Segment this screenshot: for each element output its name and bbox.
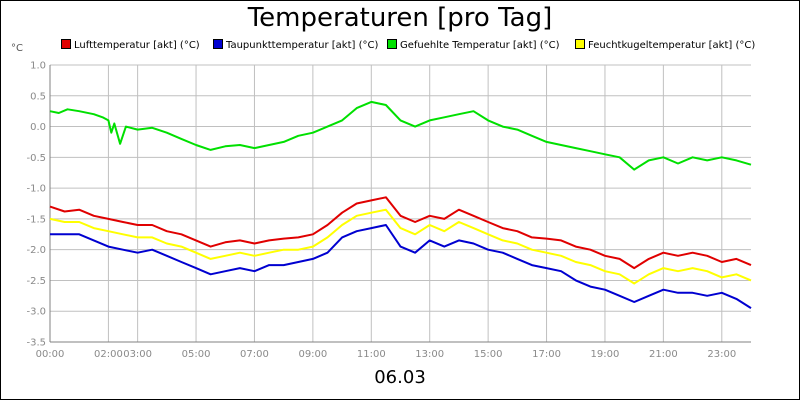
y-tick-label: -2.0: [26, 245, 46, 256]
x-tick-label: 00:00: [36, 349, 65, 360]
legend-swatch: [575, 39, 585, 49]
legend-swatch: [213, 39, 223, 49]
chart-title: Temperaturen [pro Tag]: [247, 3, 553, 33]
y-tick-label: -1.0: [26, 184, 46, 195]
x-tick-label: 05:00: [182, 349, 211, 360]
x-axis-date-label: 06.03: [374, 367, 426, 388]
series-line: [49, 100, 752, 171]
series-line: [49, 208, 752, 285]
y-tick-label: -1.5: [26, 214, 46, 225]
x-tick-label: 07:00: [240, 349, 269, 360]
legend-label: Feuchtkugeltemperatur [akt] (°C): [588, 40, 756, 51]
x-tick-label: 19:00: [591, 349, 620, 360]
legend-item: Lufttemperatur [akt] (°C): [61, 39, 200, 51]
y-tick-label: -2.5: [26, 276, 46, 287]
y-tick-label: -3.0: [26, 307, 46, 318]
x-tick-label: 09:00: [298, 349, 327, 360]
legend-label: Lufttemperatur [akt] (°C): [74, 40, 200, 51]
legend-swatch: [61, 39, 71, 49]
legend-swatch: [387, 39, 397, 49]
series-line: [49, 196, 752, 270]
x-tick-label: 23:00: [707, 349, 736, 360]
x-tick-label: 02:00: [94, 349, 123, 360]
legend-label: Taupunkttemperatur [akt] (°C): [226, 40, 379, 51]
legend-item: Feuchtkugeltemperatur [akt] (°C): [575, 39, 755, 51]
legend-item: Gefuehlte Temperatur [akt] (°C): [387, 39, 559, 51]
y-tick-label: -3.5: [26, 338, 46, 349]
y-tick-label: 1.0: [30, 61, 46, 72]
x-tick-label: 03:00: [123, 349, 152, 360]
x-tick-label: 15:00: [474, 349, 503, 360]
legend-label: Gefuehlte Temperatur [akt] (°C): [400, 40, 560, 51]
y-axis-unit: °C: [11, 43, 23, 54]
y-tick-label: 0.5: [30, 91, 46, 102]
legend-item: Taupunkttemperatur [akt] (°C): [213, 39, 378, 51]
y-tick-label: -0.5: [26, 153, 46, 164]
x-tick-label: 21:00: [649, 349, 678, 360]
series-line: [50, 224, 752, 309]
y-tick-label: 0.0: [30, 122, 46, 133]
x-tick-label: 17:00: [532, 349, 561, 360]
x-tick-label: 13:00: [415, 349, 444, 360]
x-tick-label: 11:00: [357, 349, 386, 360]
plot-background: [50, 65, 751, 342]
